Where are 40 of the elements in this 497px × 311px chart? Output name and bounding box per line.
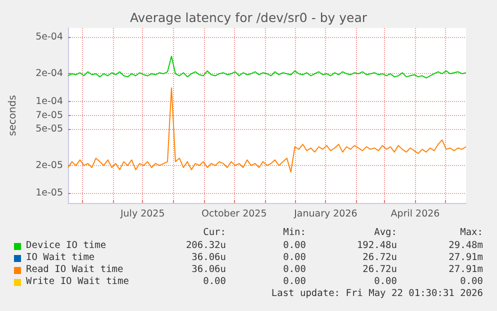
y-tick-label: 5e-05: [36, 123, 63, 134]
text: Min:: [283, 227, 306, 239]
x-tick-label: July 2025: [119, 208, 165, 220]
text: Max:: [460, 227, 483, 239]
text: 26.72u: [362, 264, 397, 276]
legend-label: IO Wait time: [26, 252, 95, 264]
x-tick-label: October 2025: [202, 208, 267, 220]
line-series: [68, 56, 466, 78]
x-tick-label: April 2026: [390, 208, 440, 220]
y-tick-label: 7e-05: [36, 110, 63, 122]
text: 29.48m: [448, 240, 483, 252]
y-axis-title: seconds: [8, 95, 18, 136]
text: 0.00: [283, 264, 306, 276]
line-series: [68, 87, 466, 172]
text: 26.72u: [362, 252, 397, 264]
chart-title: Average latency for /dev/sr0 - by year: [130, 10, 368, 25]
text: 0.00: [283, 240, 306, 252]
x-tick-label: January 2026: [293, 208, 358, 220]
text: 36.06u: [192, 252, 226, 264]
text: 0.00: [460, 276, 483, 288]
legend-label: Device IO time: [26, 240, 106, 252]
legend-label: Write IO Wait time: [26, 276, 129, 288]
y-tick-label: 2e-04: [36, 68, 63, 80]
legend-label: Read IO Wait time: [26, 264, 124, 276]
text: 0.00: [283, 252, 306, 264]
text: 36.06u: [192, 264, 226, 276]
y-tick-label: 2e-05: [36, 160, 63, 171]
y-tick-label: 5e-04: [36, 32, 63, 43]
y-tick-label: 1e-05: [36, 188, 63, 199]
text: Cur:: [203, 227, 226, 239]
text: 0.00: [283, 276, 306, 288]
text: Last update: Fri May 22 01:30:31 2026: [271, 288, 483, 300]
text: 27.91m: [448, 264, 483, 276]
text: 0.00: [374, 276, 397, 288]
text: 192.48u: [356, 240, 397, 252]
text: Avg:: [374, 227, 397, 239]
y-tick-label: 1e-04: [36, 96, 63, 107]
text: 206.32u: [186, 240, 226, 252]
text: 0.00: [203, 276, 226, 288]
text: 27.91m: [448, 252, 483, 264]
